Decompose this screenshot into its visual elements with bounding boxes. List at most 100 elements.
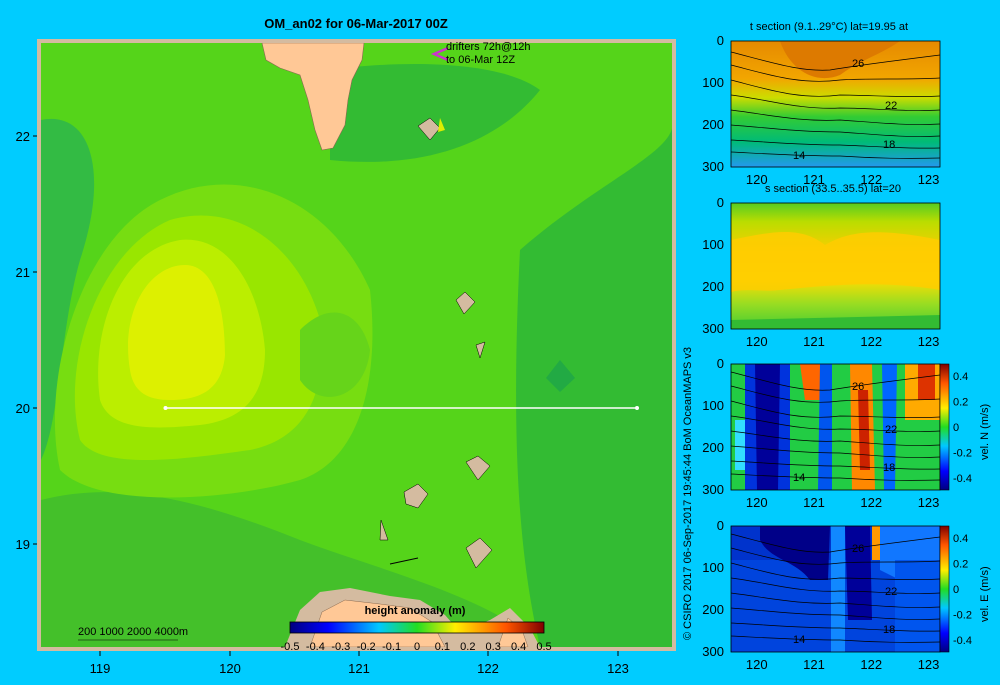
- panel-4-cbar-tick-0: 0.4: [953, 533, 968, 545]
- panel-4-cbar-tick-2: 0: [953, 584, 959, 596]
- panel-1-lon-tick-120: 120: [746, 172, 768, 187]
- e-contour-26: 26: [852, 543, 864, 555]
- section-start-marker: [163, 406, 168, 410]
- e-contour-18: 18: [883, 624, 895, 636]
- lat-tick-20: 20: [16, 401, 30, 416]
- drifter-note-line-1: drifters 72h@12h: [446, 41, 531, 53]
- lat-tick-22: 22: [16, 129, 30, 144]
- colorbar-tick-5: 0: [414, 641, 420, 653]
- panel-3-lon-tick-120: 120: [746, 495, 768, 510]
- section-line: [163, 406, 639, 410]
- vel-e-colorbar: [939, 525, 950, 653]
- panel-4-cbar-tick-1: 0.2: [953, 559, 968, 571]
- lon-tick-120: 120: [219, 661, 241, 676]
- panel-4-depth-tick-200: 200: [702, 602, 724, 617]
- panel-4-depth-tick-300: 300: [702, 644, 724, 659]
- e-contour-22: 22: [885, 586, 897, 598]
- panel-3-depth-tick-200: 200: [702, 440, 724, 455]
- t-contour-18: 18: [883, 139, 895, 151]
- panel-3-cbar-tick-2: 0: [953, 422, 959, 434]
- panel-1-depth-tick-100: 100: [702, 75, 724, 90]
- lon-axis: 119 120 121 122 123: [90, 651, 629, 676]
- lat-axis: 22 21 20 19: [16, 129, 37, 552]
- panel-salinity-section: s section (33.5..35.5) lat=20: [730, 183, 941, 330]
- panel-4-lon-tick-120: 120: [746, 657, 768, 672]
- colorbar-tick-labels: -0.5 -0.4 -0.3 -0.2 -0.1 0 0.1 0.2 0.3 0.4 0.5: [281, 641, 552, 653]
- panel-3-cbar-tick-3: -0.2: [953, 448, 972, 460]
- panel-4-depth-tick-0: 0: [717, 518, 724, 533]
- section-end-marker: [635, 406, 639, 410]
- vel-e-label: vel. E (m/s): [979, 566, 991, 622]
- panel-2-depth-tick-200: 200: [702, 279, 724, 294]
- panel-2-depth-tick-0: 0: [717, 195, 724, 210]
- colorbar-title: height anomaly (m): [365, 605, 466, 617]
- panel-1-depth-tick-0: 0: [717, 33, 724, 48]
- colorbar-tick-9: 0.4: [511, 641, 526, 653]
- credit-text: © CSIRO 2017 06-Sep-2017 19:45:44 BoM Oc…: [682, 347, 694, 640]
- panel-2-lon-tick-122: 122: [860, 334, 882, 349]
- lon-tick-123: 123: [607, 661, 629, 676]
- colorbar-tick-6: 0.1: [435, 641, 450, 653]
- panel-1-title: t section (9.1..29°C) lat=19.95 at: [750, 21, 908, 33]
- panel-2-lon-tick-120: 120: [746, 334, 768, 349]
- vel-n-label: vel. N (m/s): [979, 404, 991, 460]
- colorbar-tick-8: 0.3: [486, 641, 501, 653]
- panel-temperature-section: t section (9.1..29°C) lat=19.95 at 26 22…: [730, 21, 941, 168]
- n-contour-26: 26: [852, 381, 864, 393]
- t-contour-22: 22: [885, 100, 897, 112]
- e-contour-14: 14: [793, 634, 805, 646]
- height-anomaly-colorbar: height anomaly (m) -0.5 -0.4 -0.3 -0.2 -0.1 0…: [281, 605, 552, 653]
- panel-2-depth-tick-300: 300: [702, 321, 724, 336]
- panel-3-depth-tick-0: 0: [717, 356, 724, 371]
- colorbar-tick-3: -0.2: [357, 641, 376, 653]
- panel-3-cbar-tick-4: -0.4: [953, 473, 972, 485]
- colorbar-tick-10: 0.5: [536, 641, 551, 653]
- panel-axes: 0 100 200 300 120 121 122 123 0 100 200 300 120 121 12…: [702, 33, 972, 672]
- t-contour-26: 26: [852, 58, 864, 70]
- t-contour-14: 14: [793, 150, 805, 162]
- depth-legend: 200 1000 2000 4000m: [78, 626, 188, 638]
- panel-4-lon-tick-123: 123: [918, 657, 940, 672]
- lat-tick-21: 21: [16, 265, 30, 280]
- lat-tick-19: 19: [16, 537, 30, 552]
- panel-4-lon-tick-122: 122: [860, 657, 882, 672]
- panel-1-depth-tick-200: 200: [702, 117, 724, 132]
- panel-3-depth-tick-100: 100: [702, 398, 724, 413]
- lon-tick-122: 122: [477, 661, 499, 676]
- drifter-marker-icon: [430, 46, 449, 62]
- map-title: OM_an02 for 06-Mar-2017 00Z: [264, 16, 448, 31]
- panel-2-depth-tick-100: 100: [702, 237, 724, 252]
- lon-tick-119: 119: [90, 661, 111, 676]
- panel-3-lon-tick-123: 123: [918, 495, 940, 510]
- panel-1-lon-tick-123: 123: [918, 172, 940, 187]
- panel-4-cbar-tick-3: -0.2: [953, 610, 972, 622]
- panel-2-title: s section (33.5..35.5) lat=20: [765, 183, 901, 195]
- panel-4-depth-tick-100: 100: [702, 560, 724, 575]
- colorbar-tick-2: -0.3: [331, 641, 350, 653]
- lon-tick-121: 121: [348, 661, 370, 676]
- panel-1-lon-tick-121: 121: [803, 172, 825, 187]
- colorbar-tick-1: -0.4: [306, 641, 325, 653]
- panel-2-lon-tick-123: 123: [918, 334, 940, 349]
- n-contour-22: 22: [885, 424, 897, 436]
- panel-3-cbar-tick-0: 0.4: [953, 371, 968, 383]
- panel-4-lon-tick-121: 121: [803, 657, 825, 672]
- panel-4-cbar-tick-4: -0.4: [953, 635, 972, 647]
- panel-3-lon-tick-121: 121: [803, 495, 825, 510]
- panel-3-lon-tick-122: 122: [860, 495, 882, 510]
- vel-n-colorbar: [939, 363, 950, 491]
- drifter-note-line-2: to 06-Mar 12Z: [446, 54, 515, 66]
- panel-3-depth-tick-300: 300: [702, 482, 724, 497]
- height-anomaly-field: [41, 43, 672, 647]
- colorbar-tick-7: 0.2: [460, 641, 475, 653]
- n-contour-14: 14: [793, 472, 805, 484]
- colorbar-tick-0: -0.5: [281, 641, 300, 653]
- panel-1-depth-tick-300: 300: [702, 159, 724, 174]
- panel-velocity-east: 26 22 18 14 vel. E (m/s): [730, 525, 991, 653]
- panel-3-cbar-tick-1: 0.2: [953, 397, 968, 409]
- colorbar-tick-4: -0.1: [382, 641, 401, 653]
- panel-2-lon-tick-121: 121: [803, 334, 825, 349]
- panel-velocity-north: 26 22 18 14 vel. N (m/s): [730, 363, 991, 491]
- n-contour-18: 18: [883, 462, 895, 474]
